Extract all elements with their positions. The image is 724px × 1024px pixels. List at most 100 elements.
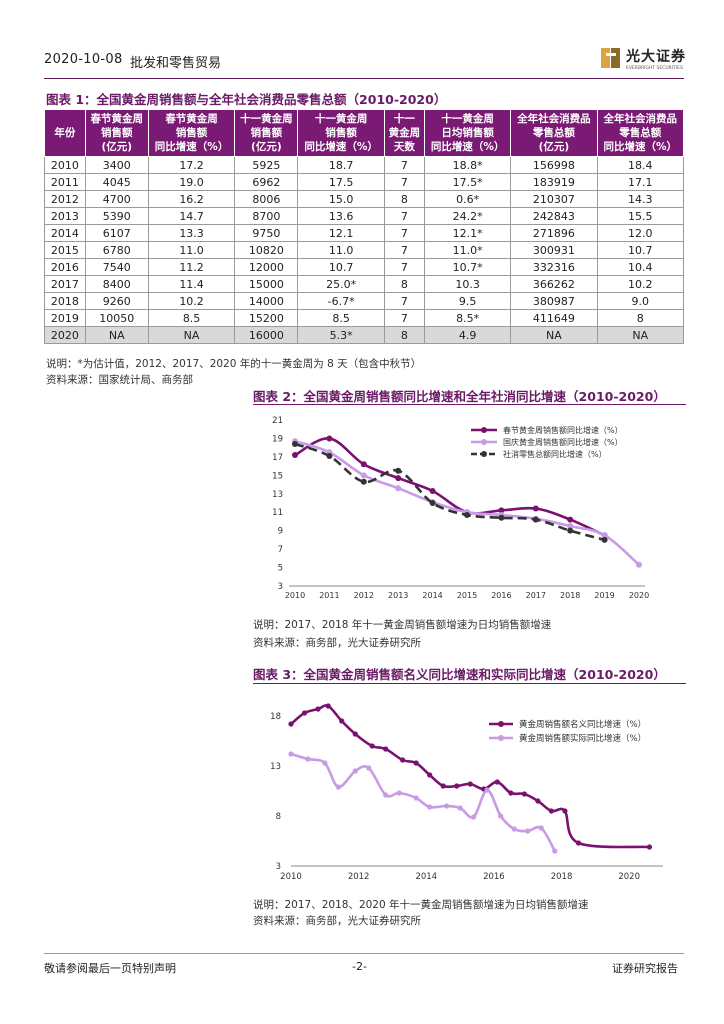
table-cell: 16000 [234,326,299,344]
table-row: 2018 9260 10.2 14000 -6.7* 7 9.5 380987 9.0 [44,292,685,310]
y-tick-label: 11 [272,508,283,518]
table-cell: 7 [383,241,425,259]
x-tick-label: 2012 [354,591,374,600]
table-header-cell: 十一 黄金周 天数 [383,109,425,157]
data-point [567,516,574,523]
data-point [366,765,372,771]
data-point [429,488,436,495]
table-cell: 10050 [84,309,149,327]
table-cell: 15000 [234,275,299,293]
table-cell: 10.2 [147,292,236,310]
data-point [315,706,321,712]
table-cell: 8.5 [297,309,385,327]
table-cell: 2013 [44,207,86,225]
data-point [427,772,433,778]
table-cell: 10.7 [297,258,385,276]
data-point [601,532,608,539]
series-line [294,437,606,537]
y-tick-label: 21 [272,416,283,426]
data-point [322,760,328,766]
table-cell: 17.1 [596,173,685,191]
table-cell: 8.5* [423,309,512,327]
table1-note: 说明：*为估计值，2012、2017、2020 年的十一黄金周为 8 天（包含中… [46,358,422,370]
table-cell: -6.7* [297,292,385,310]
data-point [288,751,294,757]
table-cell: 6780 [84,241,149,259]
data-point [360,478,367,485]
data-point [339,718,345,724]
table-cell: 11.0 [147,241,236,259]
series-line [294,439,640,566]
data-point [292,440,298,447]
footer-report-type: 证券研究报告 [612,962,678,975]
table-cell: 411649 [510,309,598,327]
table-row: 2020 NA NA 16000 5.3* 8 4.9 NA NA [44,326,685,344]
table-cell: 4045 [84,173,149,191]
table-cell: 0.6* [423,190,512,208]
table-cell: 8700 [234,207,299,225]
data-point [352,768,358,774]
table-header-cell: 十一黄金周 日均销售额 同比增速（%） [423,109,512,157]
table-cell: 271896 [510,224,598,242]
legend-label: 社消零售总额同比增速（%） [503,449,607,459]
table-cell: 242843 [510,207,598,225]
y-tick-label: 13 [270,762,281,772]
data-point [494,779,500,785]
table-cell: 2020 [44,326,86,344]
data-point [575,840,582,846]
table-row: 2012 4700 16.2 8006 15.0 8 0.6* 210307 14.3 [44,190,685,208]
y-tick-label: 17 [272,453,283,463]
report-sector: 批发和零售贸易 [130,56,222,71]
data-point [383,792,389,798]
table-cell: 2018 [44,292,86,310]
data-point [413,760,419,766]
table-cell: 2017 [44,275,86,293]
table-header-cell: 春节黄金周 销售额 同比增速（%） [147,109,236,157]
y-tick-label: 7 [278,545,283,555]
table-row: 2013 5390 14.7 8700 13.6 7 24.2* 242843 15.5 [44,207,685,225]
table-header-cell: 全年社会消费品 零售总额 同比增速（%） [596,109,685,157]
chart3-title: 图表 3：全国黄金周销售额名义同比增速和实际同比增速（2010-2020） [253,667,666,682]
table-cell: 18.8* [423,156,512,174]
legend-label: 黄金周销售额名义同比增速（%） [519,719,646,730]
data-point [467,781,473,787]
table-body: 2010 3400 17.2 5925 18.7 7 18.8* 156998 18.4 2011… [44,156,685,344]
data-point [395,485,402,492]
legend-label: 国庆黄金周销售额同比增速（%） [503,437,623,447]
table-cell: 332316 [510,258,598,276]
table-header-cell: 春节黄金周 销售额 (亿元) [84,109,149,157]
table-cell: 5925 [234,156,299,174]
data-point [535,798,541,804]
x-tick-label: 2012 [348,872,370,882]
x-tick-label: 2015 [457,591,477,600]
table-cell: 15.5 [596,207,685,225]
chart2-title-rule [253,404,686,405]
data-point [292,452,298,459]
data-point [326,435,333,442]
table-cell: 17.5 [297,173,385,191]
data-point [335,784,341,790]
table-cell: 6107 [84,224,149,242]
legend-marker [498,721,504,727]
table-cell: 9260 [84,292,149,310]
data-point [427,804,433,810]
data-point [508,790,514,796]
data-point [352,731,358,737]
data-point [396,790,402,796]
table-cell: 8 [383,190,425,208]
table-cell: 210307 [510,190,598,208]
data-point [511,826,517,832]
data-point [521,791,527,797]
data-point [400,757,406,763]
table-cell: 19.0 [147,173,236,191]
table-cell: 8400 [84,275,149,293]
data-point [562,808,568,814]
table-cell: 7 [383,156,425,174]
table-cell: NA [84,326,149,344]
data-point [548,808,554,814]
page-number: -2- [352,960,367,973]
table-cell: 10.3 [423,275,512,293]
x-tick-label: 2020 [618,872,640,882]
data-point [413,795,419,801]
legend-marker [481,439,487,445]
